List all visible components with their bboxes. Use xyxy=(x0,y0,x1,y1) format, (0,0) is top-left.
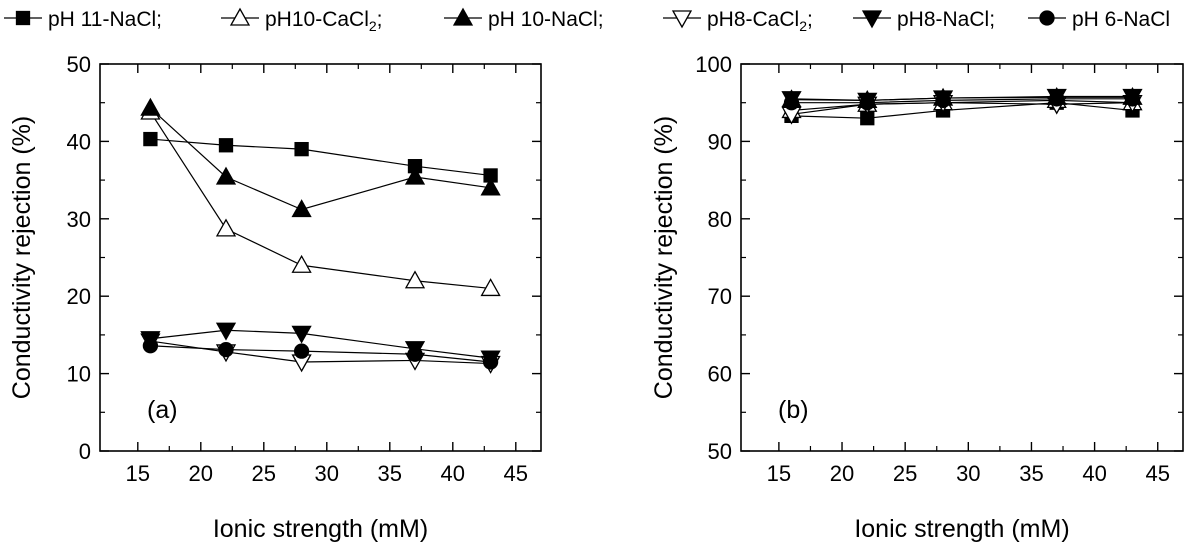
series-line xyxy=(791,102,1133,115)
x-tick-label: 35 xyxy=(1019,461,1043,486)
legend-label: pH 6-NaCl xyxy=(1072,8,1170,31)
y-tick-label: 10 xyxy=(67,362,91,387)
data-point xyxy=(143,131,158,147)
panel-label-b: (b) xyxy=(778,396,809,424)
chart-panel-b: 15 20 25 30 35 40 45 50 60 70 80 90 100 Ionic strengt… xyxy=(650,52,1184,543)
y-tick-label: 50 xyxy=(67,52,91,77)
legend-label: pH8-NaCl; xyxy=(897,8,995,31)
x-tick-label: 35 xyxy=(378,461,402,486)
legend-entry: pH 11-NaCl; xyxy=(4,8,162,31)
data-point xyxy=(218,138,234,153)
y-axis-label: Conductivity rejection (%) xyxy=(8,116,36,399)
data-point xyxy=(783,95,800,111)
x-tick-label: 40 xyxy=(1082,461,1106,486)
series-line xyxy=(150,329,491,359)
chart-panel-a: 15 20 25 30 35 40 45 0 10 20 30 40 50 Ionic strength … xyxy=(8,52,542,543)
legend: pH 11-NaCl; pH10-CaCl2; pH 10-NaCl; pH8-CaC… xyxy=(4,7,1170,34)
x-tick-label: 20 xyxy=(189,461,213,486)
series-line xyxy=(150,138,491,177)
series-0 xyxy=(143,131,498,183)
legend-entry: pH 10-NaCl; xyxy=(444,7,604,31)
legend-entry: pH10-CaCl2; xyxy=(221,7,383,34)
panel-label-a: (a) xyxy=(147,396,178,424)
y-tick-label: 100 xyxy=(695,52,732,77)
x-tick-label: 30 xyxy=(956,461,980,486)
data-point xyxy=(1049,91,1065,107)
legend-marker xyxy=(229,7,251,26)
x-axis-label: Ionic strength (mM) xyxy=(854,515,1069,543)
data-point xyxy=(480,177,501,196)
data-point xyxy=(215,218,237,237)
data-point xyxy=(215,322,237,341)
y-tick-label: 50 xyxy=(708,439,732,464)
y-tick-label: 20 xyxy=(67,284,91,309)
data-point xyxy=(480,278,501,297)
legend-entry: pH 6-NaCl xyxy=(1028,8,1170,31)
data-point xyxy=(935,92,951,109)
data-point xyxy=(218,341,234,358)
legend-marker xyxy=(671,10,693,29)
x-tick-label: 20 xyxy=(830,461,854,486)
data-point xyxy=(291,199,312,218)
data-point xyxy=(140,97,161,116)
legend-marker xyxy=(1039,10,1055,26)
legend-entry: pH8-CaCl2; xyxy=(663,8,813,34)
legend-marker xyxy=(861,10,883,29)
data-point xyxy=(142,338,159,354)
legend-marker xyxy=(452,7,474,26)
series-line xyxy=(149,107,491,211)
series-1 xyxy=(140,101,501,297)
data-point xyxy=(407,346,423,362)
x-tick-label: 25 xyxy=(252,461,276,486)
data-point xyxy=(294,141,309,157)
x-tick-label: 45 xyxy=(1146,461,1170,486)
x-tick-label: 40 xyxy=(441,461,465,486)
legend-entry: pH8-NaCl; xyxy=(853,8,995,31)
data-point xyxy=(291,325,312,344)
data-point xyxy=(404,166,426,185)
x-tick-label: 25 xyxy=(893,461,917,486)
legend-label: pH 11-NaCl; xyxy=(48,8,162,31)
series-4 xyxy=(140,322,501,369)
data-point xyxy=(859,95,875,111)
data-point xyxy=(482,354,499,370)
y-tick-label: 70 xyxy=(708,284,732,309)
legend-label: pH 10-NaCl; xyxy=(488,8,604,31)
series-5 xyxy=(783,91,1141,111)
plot-frame xyxy=(740,63,1184,452)
y-tick-label: 0 xyxy=(79,439,91,464)
y-tick-label: 60 xyxy=(708,362,732,387)
y-tick-label: 80 xyxy=(708,207,732,232)
data-point xyxy=(293,343,310,359)
series-2 xyxy=(140,97,501,218)
x-tick-label: 30 xyxy=(315,461,339,486)
y-tick-label: 90 xyxy=(708,129,732,154)
series-line xyxy=(149,111,491,290)
legend-marker xyxy=(15,10,31,26)
x-tick-label: 45 xyxy=(504,461,528,486)
data-point xyxy=(215,166,237,185)
series-line xyxy=(150,345,491,363)
data-point xyxy=(291,254,312,273)
y-tick-label: 40 xyxy=(67,129,91,154)
data-point xyxy=(404,270,426,289)
series-5 xyxy=(142,338,499,370)
x-axis-label: Ionic strength (mM) xyxy=(213,515,428,543)
legend-label: pH8-CaCl2; xyxy=(707,8,813,34)
legend-label: pH10-CaCl2; xyxy=(265,8,383,34)
x-tick-label: 15 xyxy=(126,461,150,486)
x-tick-label: 15 xyxy=(767,461,791,486)
y-axis-label: Conductivity rejection (%) xyxy=(650,116,678,399)
data-point xyxy=(1124,91,1141,107)
series-line xyxy=(791,102,1133,119)
series-1 xyxy=(781,90,1143,119)
series-3 xyxy=(140,333,501,374)
y-tick-label: 30 xyxy=(67,207,91,232)
